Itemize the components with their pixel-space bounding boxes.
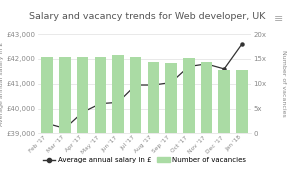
Bar	[218, 70, 230, 133]
Y-axis label: Average annual salary in £: Average annual salary in £	[0, 42, 4, 126]
Bar	[148, 62, 159, 133]
Text: ≡: ≡	[274, 14, 283, 24]
Bar	[112, 55, 124, 133]
Legend: Average annual salary in £, Number of vacancies: Average annual salary in £, Number of va…	[40, 154, 249, 166]
Y-axis label: Number of vacancies: Number of vacancies	[281, 50, 286, 117]
Bar	[94, 56, 106, 133]
Bar	[236, 70, 248, 133]
Bar	[59, 57, 71, 133]
Bar	[77, 57, 88, 133]
Bar	[165, 63, 177, 133]
Bar	[201, 62, 212, 133]
Bar	[183, 58, 195, 133]
Bar	[130, 56, 141, 133]
Bar	[41, 57, 53, 133]
Text: Salary and vacancy trends for Web developer, UK: Salary and vacancy trends for Web develo…	[29, 12, 266, 21]
